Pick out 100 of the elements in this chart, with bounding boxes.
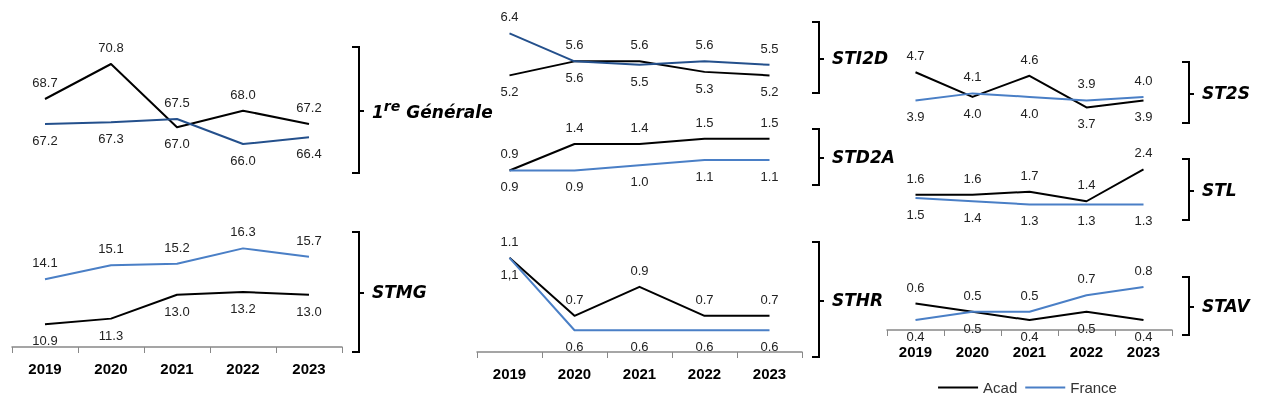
data-label: 1.0 xyxy=(630,174,649,190)
x-tick-label: 2019 xyxy=(28,360,62,377)
data-label: 4.7 xyxy=(906,48,925,64)
y-axis-title: STMG xyxy=(372,282,427,302)
data-label: 1.5 xyxy=(760,114,779,130)
data-label: 11.3 xyxy=(98,327,124,343)
data-label: 0.6 xyxy=(565,339,584,355)
data-label: 1.4 xyxy=(1077,177,1096,193)
data-label: 66.0 xyxy=(230,153,256,168)
data-label: 5.5 xyxy=(760,40,779,56)
data-label: 1.6 xyxy=(906,170,925,186)
data-label: 4.0 xyxy=(963,105,982,121)
x-tick-label: 2019 xyxy=(898,343,933,360)
data-label: 68.7 xyxy=(32,75,58,90)
data-label: 0.4 xyxy=(906,329,925,345)
data-label: 10.9 xyxy=(32,333,58,349)
data-label: 6.4 xyxy=(500,9,519,25)
data-label: 15.2 xyxy=(164,239,190,255)
data-label: 0.7 xyxy=(1077,271,1096,287)
x-tick-label: 2021 xyxy=(622,365,657,382)
x-tick-label: 2022 xyxy=(226,360,260,377)
x-tick-label: 2023 xyxy=(292,360,326,377)
data-label: 5.6 xyxy=(565,37,584,53)
data-label: 0.6 xyxy=(906,279,925,295)
data-label: 3.7 xyxy=(1077,116,1096,132)
data-label: 5.6 xyxy=(565,70,584,86)
data-label: 16.3 xyxy=(230,224,256,240)
data-label: 1.4 xyxy=(630,120,649,136)
data-label: 5.6 xyxy=(630,37,649,53)
data-label: 3.9 xyxy=(1134,109,1153,125)
data-label: 0.5 xyxy=(1077,320,1096,336)
x-tick-label: 2021 xyxy=(1012,343,1047,360)
data-label: 0.5 xyxy=(963,287,982,303)
y-axis-title: STI2D xyxy=(832,47,889,68)
y-axis-title: STL xyxy=(1202,179,1237,200)
data-label: 66.4 xyxy=(296,146,322,162)
data-label: 0.7 xyxy=(760,291,779,307)
data-label: 0.6 xyxy=(695,339,714,355)
data-label: 5.2 xyxy=(500,84,519,100)
x-tick-label: 2023 xyxy=(752,365,787,382)
data-label: 0.9 xyxy=(565,179,584,195)
data-label: 15.1 xyxy=(98,241,124,257)
data-label: 4.1 xyxy=(963,69,982,85)
y-axis-title: STHR xyxy=(832,289,884,310)
y-axis-title: ST2S xyxy=(1202,82,1250,103)
data-label: 1.3 xyxy=(1134,213,1153,229)
legend-label: France xyxy=(1070,379,1117,396)
data-label: 3.9 xyxy=(906,109,925,125)
data-label: 2.4 xyxy=(1134,145,1153,161)
data-label: 1.3 xyxy=(1077,213,1096,229)
x-tick-label: 2019 xyxy=(492,365,527,382)
data-label: 4.6 xyxy=(1020,51,1039,67)
data-label: 0.9 xyxy=(630,262,649,278)
x-tick-label: 2020 xyxy=(955,343,990,360)
data-label: 67.2 xyxy=(296,100,322,115)
data-label: 5.6 xyxy=(695,37,714,53)
data-label: 68.0 xyxy=(230,86,256,102)
legend-label: Acad xyxy=(983,379,1018,396)
data-label: 4.0 xyxy=(1134,72,1153,88)
data-label: 13.2 xyxy=(230,300,256,316)
data-label: 14.1 xyxy=(32,255,58,271)
data-label: 1.1 xyxy=(695,168,714,184)
data-label: 1,1 xyxy=(500,266,519,282)
data-label: 1.5 xyxy=(695,114,714,130)
y-axis-title: STD2A xyxy=(832,147,895,167)
data-label: 0.4 xyxy=(1134,329,1153,345)
data-label: 70.8 xyxy=(98,40,124,55)
x-tick-label: 2020 xyxy=(94,360,128,377)
data-label: 3.9 xyxy=(1077,76,1096,92)
data-label: 67.0 xyxy=(164,136,190,152)
data-label: 0.8 xyxy=(1134,262,1153,278)
data-label: 1.6 xyxy=(963,170,982,186)
data-label: 15.7 xyxy=(296,232,322,248)
data-label: 5.5 xyxy=(630,73,649,89)
data-label: 0.9 xyxy=(500,146,519,162)
data-label: 0.5 xyxy=(1020,287,1039,303)
data-label: 4.0 xyxy=(1020,105,1039,121)
x-tick-label: 2022 xyxy=(1069,343,1104,360)
data-label: 67.3 xyxy=(98,131,124,147)
data-label: 5.2 xyxy=(760,84,779,100)
data-label: 1.4 xyxy=(963,210,982,226)
data-label: 67.5 xyxy=(164,95,190,110)
data-label: 13.0 xyxy=(164,303,190,319)
data-label: 0.7 xyxy=(695,291,714,307)
data-label: 0.5 xyxy=(963,320,982,336)
data-label: 67.2 xyxy=(32,133,58,148)
data-label: 0.4 xyxy=(1020,329,1039,345)
data-label: 1.3 xyxy=(1020,213,1039,229)
data-label: 13.0 xyxy=(296,303,322,319)
x-tick-label: 2021 xyxy=(160,360,194,377)
data-label: 0.9 xyxy=(500,179,519,195)
x-tick-label: 2020 xyxy=(557,365,592,382)
x-tick-label: 2022 xyxy=(687,365,722,382)
data-label: 1.1 xyxy=(500,233,519,249)
data-label: 0.7 xyxy=(565,291,584,307)
data-label: 1.5 xyxy=(906,207,925,223)
data-label: 1.4 xyxy=(565,120,584,136)
data-label: 0.6 xyxy=(630,339,649,355)
y-axis-title: STAV xyxy=(1202,296,1250,316)
data-label: 0.6 xyxy=(760,339,779,355)
